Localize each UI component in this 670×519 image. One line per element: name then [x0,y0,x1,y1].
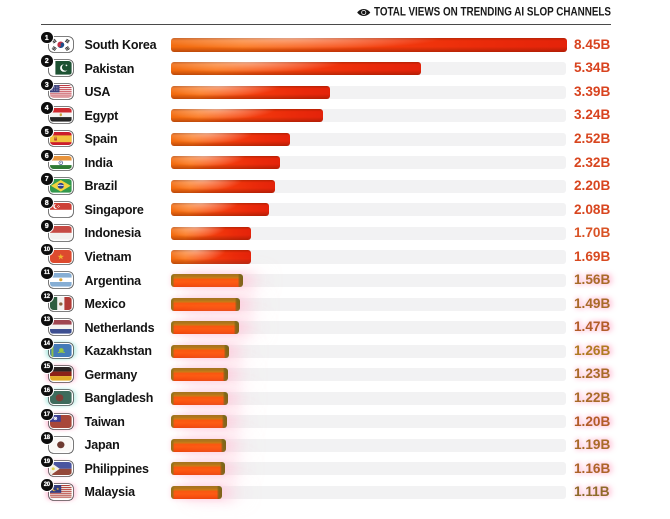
svg-text:TOTAL VIEWS ON TRENDING AI SLO: TOTAL VIEWS ON TRENDING AI SLOP CHANNELS [374,5,611,19]
